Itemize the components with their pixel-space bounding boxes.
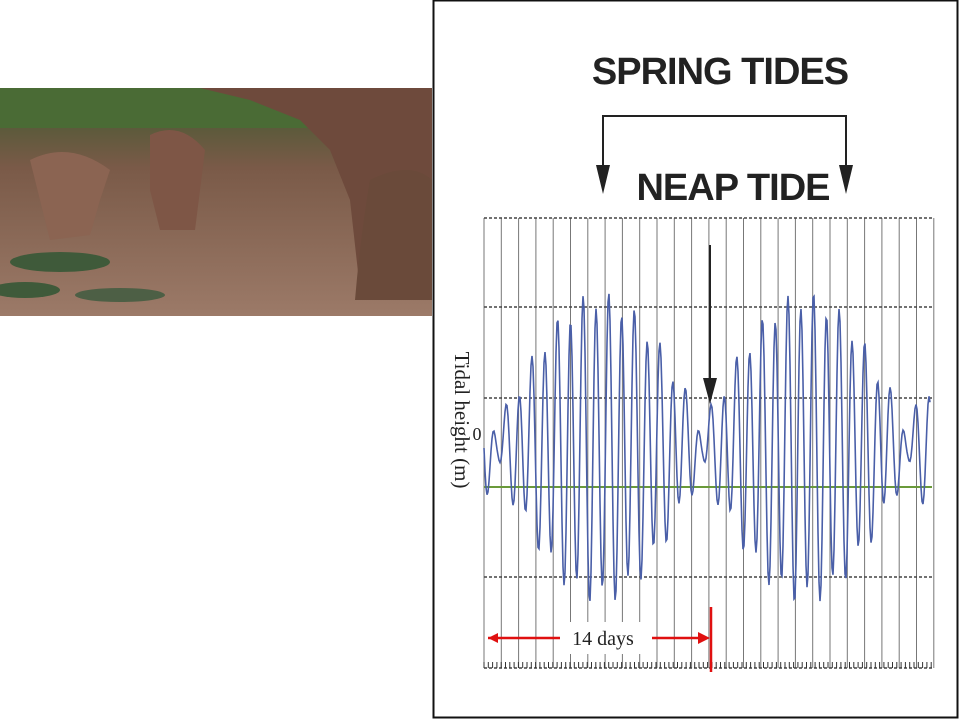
tide-curve [483, 293, 931, 602]
plot-area [483, 217, 935, 669]
neap-arrowhead [703, 378, 717, 404]
photo [0, 88, 432, 316]
subtitle: NEAP TIDE [636, 167, 829, 209]
title: SPRING TIDES [592, 51, 848, 93]
y-axis-label: Tidal height (m) [450, 352, 474, 489]
chart-frame [432, 0, 959, 719]
period-arrow [488, 607, 713, 672]
spring-bracket [602, 115, 847, 165]
period-label: 14 days [572, 628, 634, 650]
label-box [562, 622, 650, 654]
zero-label: 0 [473, 424, 482, 444]
